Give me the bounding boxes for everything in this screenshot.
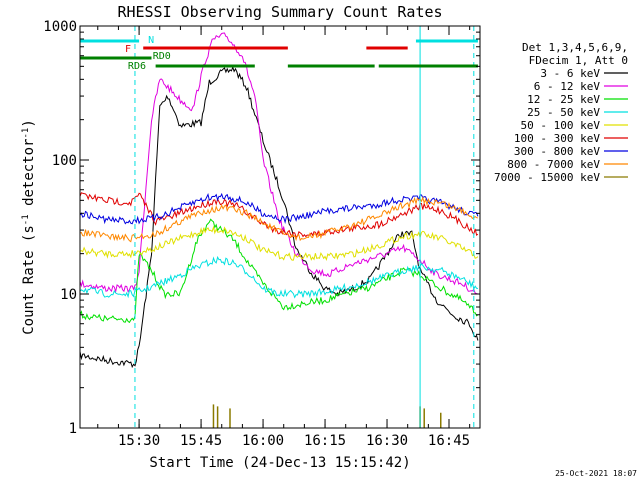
series-line-25-50-kev	[80, 255, 478, 299]
y-tick-label-100: 100	[52, 153, 77, 169]
y-tick-label-1000: 1000	[43, 19, 77, 35]
y-axis-label-exponent-2: -1	[21, 128, 31, 139]
footer-timestamp: 25-Oct-2021 18:07	[555, 469, 637, 478]
legend-label-800-7000-kev: 800 - 7000 keV	[507, 158, 600, 171]
legend-label-50-100-kev: 50 - 100 keV	[521, 119, 601, 132]
axes: 15:30 15:45 16:00 16:15 16:30 16:45 1 10 100 1000	[43, 19, 480, 449]
legend: Det 1,3,4,5,6,9,FDecim 1, Att 03 - 6 keV…	[494, 41, 628, 184]
chart-title: RHESSI Observing Summary Count Rates	[117, 3, 442, 21]
legend-header-1: Det 1,3,4,5,6,9,	[522, 41, 628, 54]
series-line-3-6-kev	[80, 65, 479, 369]
series-line-800-7000-kev	[80, 196, 478, 243]
flag-label-rd0: RD0	[153, 51, 171, 62]
legend-header-2: FDecim 1, Att 0	[529, 54, 628, 67]
x-tick-label-15-45: 15:45	[180, 433, 222, 449]
plot-area: N F RD0 RD6	[80, 26, 479, 428]
legend-label-7000-15000-kev: 7000 - 15000 keV	[494, 171, 600, 184]
plot-frame	[79, 25, 481, 429]
flag-label-f: F	[125, 44, 131, 55]
legend-label-25-50-kev: 25 - 50 keV	[527, 106, 600, 119]
flag-label-rd6: RD6	[128, 61, 146, 72]
x-tick-label-16-15: 16:15	[304, 433, 346, 449]
series-line-300-800-kev	[80, 192, 479, 225]
series-line-50-100-kev	[80, 225, 479, 261]
legend-label-12-25-kev: 12 - 25 keV	[527, 93, 600, 106]
y-tick-label-10: 10	[60, 287, 77, 303]
legend-label-300-800-kev: 300 - 800 keV	[514, 145, 600, 158]
x-axis-label: Start Time (24-Dec-13 15:15:42)	[149, 455, 410, 471]
flag-label-n: N	[148, 35, 154, 46]
y-axis-label-middle: detector	[21, 139, 37, 215]
x-tick-label-16-45: 16:45	[428, 433, 470, 449]
x-tick-label-16-00: 16:00	[242, 433, 284, 449]
series-line-100-300-kev	[80, 192, 479, 238]
y-axis-label-exponent-1: -1	[21, 214, 31, 225]
y-axis-label-main: Count Rate (s	[21, 225, 37, 335]
legend-label-3-6-kev: 3 - 6 keV	[540, 67, 600, 80]
y-tick-label-1: 1	[69, 421, 77, 437]
legend-label-6-12-kev: 6 - 12 keV	[534, 80, 601, 93]
x-tick-label-16-30: 16:30	[366, 433, 408, 449]
legend-label-100-300-kev: 100 - 300 keV	[514, 132, 600, 145]
y-axis-label: Count Rate (s-1 detector-1)	[21, 119, 37, 335]
x-tick-label-15-30: 15:30	[118, 433, 160, 449]
y-axis-label-end: )	[21, 119, 37, 127]
